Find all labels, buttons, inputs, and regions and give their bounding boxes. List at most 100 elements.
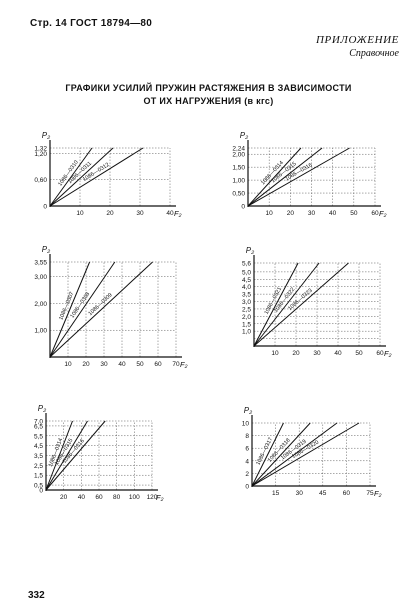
page-header-left: Стр. 14 ГОСТ 18794—80 — [30, 18, 153, 29]
y-tick-label: 5,6 — [242, 261, 251, 268]
x-tick-label: 20 — [106, 210, 114, 217]
series-line — [49, 261, 116, 358]
y-tick-label: 6,5 — [34, 423, 43, 430]
series-line — [251, 422, 311, 487]
y-tick-label: 2,00 — [232, 152, 245, 159]
y-tick-label: 3,00 — [34, 274, 47, 281]
y-tick-label: 3,0 — [242, 299, 251, 306]
x-tick-label: 60 — [95, 494, 103, 501]
y-tick-label: 1,00 — [232, 178, 245, 185]
y-tick-label: 4,0 — [242, 284, 251, 291]
y-tick-label: 6 — [245, 446, 249, 453]
x-tick-label: 20 — [287, 210, 295, 217]
x-axis-label: F₂ — [180, 360, 188, 369]
x-axis-label: F₂ — [156, 493, 164, 502]
y-tick-label: 4,5 — [242, 277, 251, 284]
x-tick-label: 50 — [350, 210, 358, 217]
x-tick-label: 20 — [82, 361, 90, 368]
x-tick-label: 75 — [366, 490, 374, 497]
x-tick-label: 30 — [313, 350, 321, 357]
y-tick-label: 2,5 — [34, 463, 43, 470]
appendix-header: ПРИЛОЖЕНИЕ Справочное — [316, 34, 399, 59]
series-line — [49, 147, 144, 207]
x-tick-label: 15 — [272, 490, 280, 497]
y-tick-label: 2 — [245, 471, 249, 478]
series-line — [253, 262, 349, 347]
y-tick-label: 0,60 — [34, 177, 47, 184]
y-tick-label: 1,32 — [34, 146, 47, 153]
series-line — [45, 420, 106, 491]
series-line — [49, 261, 91, 358]
y-tick-label: 5,5 — [34, 433, 43, 440]
series-line — [247, 147, 350, 207]
x-axis-label: F₂ — [174, 209, 182, 218]
page-title: ГРАФИКИ УСИЛИЙ ПРУЖИН РАСТЯЖЕНИЯ В ЗАВИС… — [0, 82, 417, 108]
y-tick-label: 4 — [245, 458, 249, 465]
x-axis-label: F₂ — [379, 209, 387, 218]
x-tick-label: 10 — [76, 210, 84, 217]
x-tick-label: 40 — [118, 361, 126, 368]
chart-4: 1,01,52,02,53,03,54,04,55,05,6 10 20 30 40 50… — [242, 246, 392, 358]
x-tick-label: 70 — [172, 361, 180, 368]
series-line — [251, 422, 338, 487]
y-axis-label: P₂ — [246, 246, 254, 255]
x-tick-label: 120 — [147, 494, 158, 501]
title-line-2: ОТ ИХ НАГРУЖЕНИЯ (в кгс) — [143, 96, 274, 106]
series-line — [251, 422, 284, 487]
x-tick-label: 60 — [154, 361, 162, 368]
x-tick-label: 10 — [266, 210, 274, 217]
series-line — [45, 420, 73, 491]
series-line — [49, 147, 93, 207]
x-tick-label: 50 — [355, 350, 363, 357]
y-tick-label: 2,00 — [34, 301, 47, 308]
x-tick-label: 40 — [166, 210, 174, 217]
y-tick-label: 0 — [43, 204, 47, 211]
chart-5: 00,5 1,5 2,5 3,5 4,5 5,5 6,57,0 20 40 60 80 100 120 P… — [34, 404, 164, 502]
x-axis-label: F₂ — [374, 489, 382, 498]
x-tick-label: 60 — [376, 350, 384, 357]
series-line — [49, 147, 114, 207]
y-tick-label: 0 — [245, 484, 249, 491]
y-axis-label: P₂ — [38, 404, 46, 413]
x-tick-label: 20 — [292, 350, 300, 357]
series-line — [247, 147, 323, 207]
y-tick-label: 2,0 — [242, 314, 251, 321]
x-tick-label: 50 — [136, 361, 144, 368]
series-line — [253, 262, 320, 347]
x-tick-label: 45 — [319, 490, 327, 497]
y-tick-label: 0,5 — [34, 483, 43, 490]
y-tick-label: 0,50 — [232, 191, 245, 198]
y-axis-label: P₂ — [42, 131, 50, 140]
x-tick-label: 10 — [271, 350, 279, 357]
y-axis-label: P₂ — [240, 131, 248, 140]
y-tick-label: 10 — [242, 421, 250, 428]
x-tick-label: 30 — [308, 210, 316, 217]
y-tick-label: 1,50 — [232, 165, 245, 172]
y-tick-label: 3,5 — [242, 292, 251, 299]
x-tick-label: 30 — [100, 361, 108, 368]
y-tick-label: 3,55 — [34, 260, 47, 267]
x-tick-label: 30 — [136, 210, 144, 217]
x-tick-label: 60 — [343, 490, 351, 497]
x-tick-label: 100 — [129, 494, 140, 501]
appendix-title: ПРИЛОЖЕНИЕ — [316, 34, 399, 46]
x-axis-label: F₂ — [384, 349, 392, 358]
x-tick-label: 80 — [113, 494, 121, 501]
y-axis-label: P₂ — [42, 245, 50, 254]
y-tick-label: 2,24 — [232, 146, 245, 153]
series-line — [253, 262, 299, 347]
x-tick-label: 10 — [64, 361, 72, 368]
y-tick-label: 3,5 — [34, 453, 43, 460]
y-tick-label: 1,5 — [34, 473, 43, 480]
x-tick-label: 40 — [334, 350, 342, 357]
x-tick-label: 40 — [329, 210, 337, 217]
y-tick-label: 5,0 — [242, 269, 251, 276]
x-tick-label: 40 — [78, 494, 86, 501]
title-line-1: ГРАФИКИ УСИЛИЙ ПРУЖИН РАСТЯЖЕНИЯ В ЗАВИС… — [65, 83, 352, 93]
y-tick-label: 0 — [241, 204, 245, 211]
y-tick-label: 8 — [245, 433, 249, 440]
